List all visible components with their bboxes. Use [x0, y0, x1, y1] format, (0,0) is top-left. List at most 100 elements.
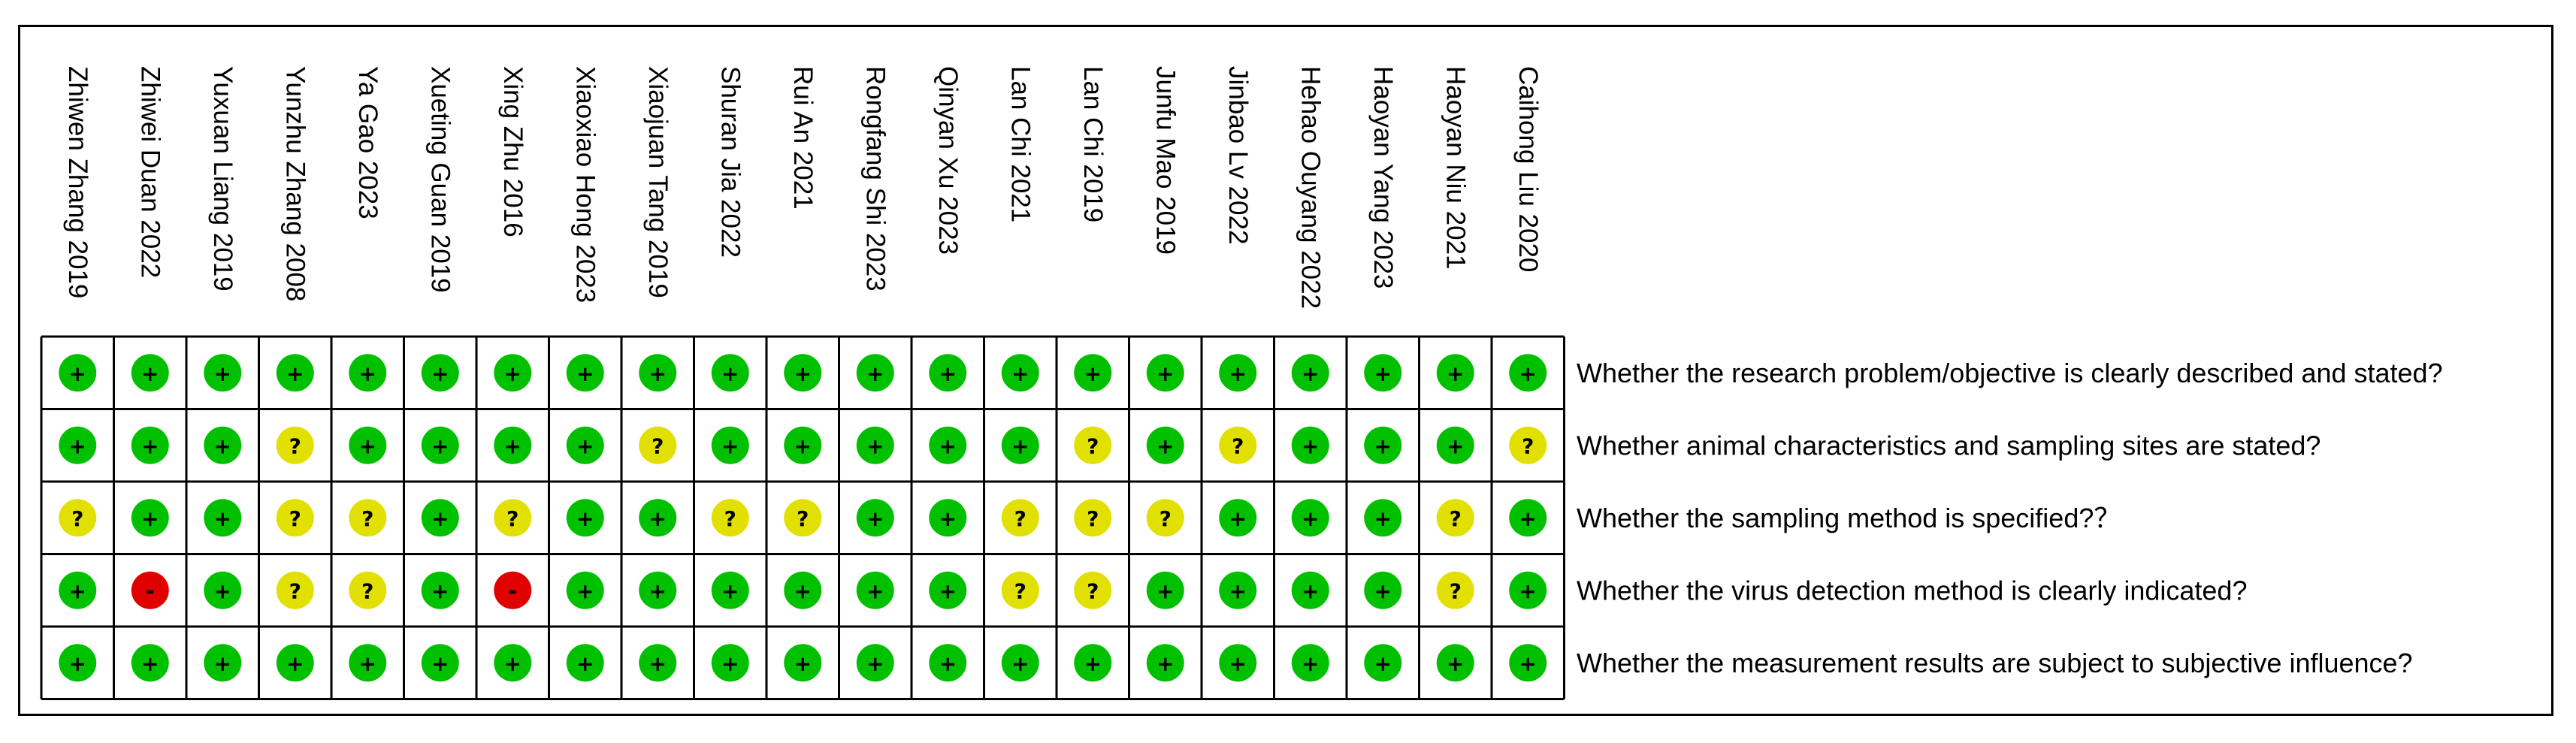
- low-risk-symbol: +: [1374, 433, 1392, 458]
- rating-cell-unclear-risk: ?: [349, 571, 387, 609]
- study-label: Zhiwei Duan 2022: [135, 66, 165, 278]
- rating-cell-low-risk: +: [131, 426, 169, 464]
- unclear-risk-symbol: ?: [289, 578, 301, 603]
- rating-cell-low-risk: +: [1074, 354, 1112, 392]
- unclear-risk-circle: [639, 426, 677, 464]
- low-risk-circle: [1219, 499, 1257, 537]
- low-risk-symbol: +: [504, 651, 522, 676]
- study-label: Rui An 2021: [788, 66, 818, 210]
- low-risk-circle: [929, 499, 967, 537]
- rating-cell-unclear-risk: ?: [639, 426, 677, 464]
- low-risk-symbol: +: [1447, 651, 1464, 676]
- rating-cell-low-risk: +: [1291, 354, 1329, 392]
- low-risk-symbol: +: [1302, 578, 1319, 603]
- low-risk-circle: [1436, 354, 1474, 392]
- rating-cell-low-risk: +: [929, 426, 967, 464]
- low-risk-symbol: +: [141, 506, 159, 531]
- unclear-risk-circle: [1074, 426, 1112, 464]
- study-label: Rongfang Shi 2023: [860, 66, 890, 291]
- criterion-label: Whether the measurement results are subj…: [1577, 648, 2413, 678]
- low-risk-circle: [1509, 571, 1547, 609]
- study-label: Hehao Ouyang 2022: [1296, 66, 1325, 309]
- low-risk-circle: [204, 426, 242, 464]
- study-label: Xiaoxiao Hong 2023: [570, 66, 600, 303]
- rating-cell-low-risk: +: [1074, 644, 1112, 682]
- unclear-risk-symbol: ?: [289, 433, 301, 458]
- unclear-risk-circle: [1436, 571, 1474, 609]
- rating-cell-unclear-risk: ?: [349, 499, 387, 537]
- low-risk-symbol: +: [1519, 506, 1537, 531]
- low-risk-circle: [349, 354, 387, 392]
- low-risk-circle: [59, 571, 97, 609]
- low-risk-symbol: +: [1011, 361, 1029, 386]
- low-risk-symbol: +: [794, 578, 812, 603]
- rating-cell-low-risk: +: [1001, 426, 1039, 464]
- high-risk-circle: [494, 571, 532, 609]
- low-risk-circle: [131, 426, 169, 464]
- study-label: Junfu Mao 2019: [1150, 66, 1180, 255]
- rating-cell-unclear-risk: ?: [1436, 571, 1474, 609]
- low-risk-symbol: +: [286, 361, 304, 386]
- low-risk-circle: [204, 354, 242, 392]
- low-risk-symbol: +: [359, 651, 376, 676]
- study-label: Haoyan Yang 2023: [1368, 66, 1398, 288]
- rating-cell-low-risk: +: [204, 426, 242, 464]
- rating-cell-unclear-risk: ?: [1001, 571, 1039, 609]
- rating-cell-low-risk: +: [566, 426, 604, 464]
- rating-cell-unclear-risk: ?: [276, 426, 314, 464]
- unclear-risk-symbol: ?: [71, 506, 83, 531]
- rating-cell-unclear-risk: ?: [1001, 499, 1039, 537]
- rating-cell-low-risk: +: [929, 644, 967, 682]
- low-risk-symbol: +: [286, 651, 304, 676]
- high-risk-circle: [131, 571, 169, 609]
- rating-cell-low-risk: +: [1291, 571, 1329, 609]
- low-risk-circle: [639, 499, 677, 537]
- low-risk-symbol: +: [141, 361, 159, 386]
- study-label: Shuran Jia 2022: [715, 66, 745, 258]
- low-risk-circle: [1509, 354, 1547, 392]
- rating-cell-low-risk: +: [131, 644, 169, 682]
- rating-cell-low-risk: +: [421, 354, 459, 392]
- unclear-risk-circle: [276, 499, 314, 537]
- rating-cell-low-risk: +: [711, 644, 749, 682]
- criterion-label: Whether the sampling method is specified…: [1577, 503, 2121, 533]
- low-risk-circle: [1291, 571, 1329, 609]
- rating-cell-low-risk: +: [494, 354, 532, 392]
- study-label: Jinbao Lv 2022: [1223, 66, 1253, 244]
- unclear-risk-circle: [349, 571, 387, 609]
- rating-cell-low-risk: +: [1509, 499, 1547, 537]
- rating-cell-low-risk: +: [1509, 571, 1547, 609]
- low-risk-symbol: +: [1011, 651, 1029, 676]
- low-risk-symbol: +: [794, 433, 812, 458]
- low-risk-circle: [1291, 354, 1329, 392]
- low-risk-symbol: +: [721, 578, 739, 603]
- low-risk-circle: [1364, 426, 1402, 464]
- unclear-risk-circle: [276, 426, 314, 464]
- low-risk-circle: [494, 354, 532, 392]
- low-risk-circle: [1001, 644, 1039, 682]
- rating-cell-low-risk: +: [421, 499, 459, 537]
- low-risk-symbol: +: [431, 651, 449, 676]
- low-risk-circle: [1146, 354, 1184, 392]
- unclear-risk-symbol: ?: [361, 578, 373, 603]
- low-risk-circle: [1436, 644, 1474, 682]
- low-risk-circle: [566, 354, 604, 392]
- low-risk-symbol: +: [939, 651, 957, 676]
- rating-cell-low-risk: +: [1219, 499, 1257, 537]
- rating-cell-low-risk: +: [639, 499, 677, 537]
- rating-cell-low-risk: +: [421, 644, 459, 682]
- low-risk-symbol: +: [794, 361, 812, 386]
- low-risk-circle: [566, 571, 604, 609]
- low-risk-circle: [856, 426, 894, 464]
- unclear-risk-circle: [59, 499, 97, 537]
- low-risk-symbol: +: [1447, 361, 1464, 386]
- high-risk-symbol: -: [508, 578, 517, 604]
- low-risk-circle: [566, 426, 604, 464]
- rating-cell-low-risk: +: [929, 571, 967, 609]
- unclear-risk-symbol: ?: [1160, 506, 1172, 531]
- low-risk-symbol: +: [794, 651, 812, 676]
- rating-cell-unclear-risk: ?: [494, 499, 532, 537]
- rating-cell-low-risk: +: [856, 571, 894, 609]
- rating-cell-low-risk: +: [929, 354, 967, 392]
- low-risk-circle: [204, 499, 242, 537]
